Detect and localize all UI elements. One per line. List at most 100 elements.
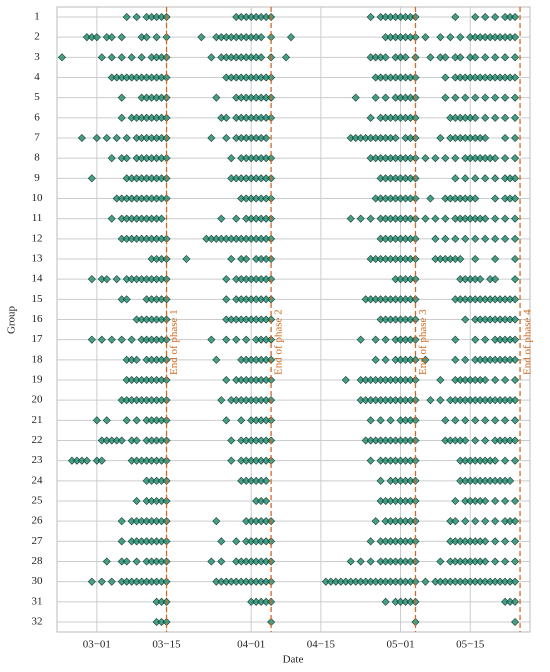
point — [381, 335, 390, 344]
y-tick-label: 7 — [34, 132, 40, 144]
point — [92, 416, 101, 425]
point — [441, 154, 450, 163]
point — [426, 53, 435, 62]
point — [97, 456, 106, 465]
y-tick-label: 22 — [32, 434, 43, 446]
point — [222, 275, 231, 284]
point — [511, 33, 520, 42]
point — [511, 597, 520, 606]
point — [227, 254, 236, 264]
x-tick-label: 03−01 — [83, 639, 111, 651]
point — [461, 436, 470, 445]
point — [491, 254, 500, 264]
point — [122, 295, 131, 304]
point — [451, 234, 460, 243]
point — [491, 275, 500, 284]
point — [351, 93, 360, 102]
point — [381, 93, 390, 102]
point — [356, 214, 365, 223]
point — [511, 93, 520, 102]
point — [356, 335, 365, 344]
point — [87, 335, 96, 344]
point — [97, 335, 106, 344]
point — [461, 174, 470, 183]
point — [346, 557, 355, 566]
point — [232, 537, 241, 546]
point — [511, 174, 520, 183]
point — [117, 436, 126, 445]
point — [471, 12, 480, 22]
point — [381, 53, 390, 62]
point — [82, 456, 91, 465]
point — [471, 53, 480, 62]
point — [491, 234, 500, 243]
point — [501, 234, 510, 243]
point — [451, 12, 460, 22]
point — [471, 113, 480, 122]
point — [451, 517, 460, 526]
phase-label: End of phase 1 — [168, 309, 180, 375]
y-tick-label: 21 — [32, 414, 43, 426]
y-tick-label: 14 — [32, 273, 44, 285]
point — [511, 194, 520, 203]
point — [456, 53, 465, 62]
point — [511, 214, 520, 223]
point — [461, 355, 470, 364]
point — [506, 476, 515, 485]
point — [481, 174, 490, 183]
point — [491, 496, 500, 506]
point — [451, 154, 460, 163]
point — [481, 517, 490, 526]
point — [436, 133, 445, 143]
y-tick-label: 6 — [34, 111, 40, 123]
point — [511, 436, 520, 445]
point — [217, 396, 226, 405]
point — [481, 214, 490, 223]
point — [511, 557, 520, 566]
point — [87, 577, 96, 586]
point — [222, 335, 231, 344]
point — [112, 133, 121, 143]
point — [381, 355, 390, 364]
point — [511, 315, 520, 324]
y-tick-label: 8 — [34, 152, 40, 164]
point — [57, 53, 67, 62]
phase-label: End of phase 2 — [273, 309, 285, 375]
y-tick-label: 3 — [34, 51, 40, 63]
point — [471, 93, 480, 102]
point — [456, 254, 465, 264]
point — [471, 194, 480, 203]
point — [217, 214, 226, 223]
point — [107, 335, 116, 344]
point — [451, 416, 460, 425]
point — [421, 154, 430, 163]
y-tick-label: 19 — [32, 374, 44, 386]
point — [511, 254, 520, 264]
point — [227, 456, 236, 465]
point — [222, 113, 231, 122]
point — [436, 33, 445, 42]
point — [157, 214, 166, 223]
point — [212, 93, 221, 102]
y-tick-label: 32 — [32, 616, 43, 628]
point — [511, 496, 520, 506]
point — [117, 537, 126, 546]
y-tick-label: 15 — [32, 293, 44, 305]
point — [431, 234, 440, 243]
point — [197, 33, 206, 42]
point — [212, 355, 221, 364]
point — [366, 557, 375, 566]
x-tick-label: 04−01 — [237, 639, 265, 651]
phase-label: End of phase 3 — [417, 309, 429, 375]
point — [262, 133, 271, 143]
point — [501, 133, 510, 143]
point — [262, 496, 271, 506]
point — [376, 416, 385, 425]
point — [107, 214, 116, 223]
point — [227, 154, 236, 163]
point — [481, 53, 490, 62]
point — [87, 275, 96, 284]
y-tick-label: 28 — [32, 555, 44, 567]
point — [511, 396, 520, 405]
point — [501, 496, 510, 506]
